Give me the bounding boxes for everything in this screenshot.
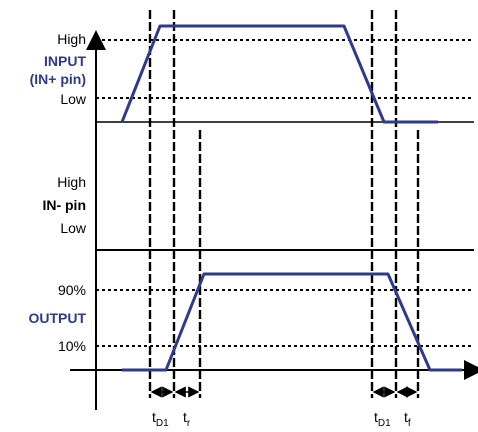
- in-minus-high-label: High: [57, 174, 86, 190]
- input-waveform: [120, 24, 438, 124]
- input-high-label: High: [57, 31, 86, 47]
- td1-fall-label: tD1: [374, 409, 391, 429]
- output-title: OUTPUT: [28, 310, 86, 326]
- level-lines: [96, 39, 474, 347]
- in-minus-low-label: Low: [60, 220, 87, 236]
- output-10-label: 10%: [58, 338, 86, 354]
- timing-markers: [148, 10, 420, 398]
- td1-rise-label: tD1: [152, 409, 169, 429]
- in-minus-title: IN- pin: [42, 197, 86, 213]
- input-pin-label: (IN+ pin): [30, 71, 86, 87]
- output-90-label: 90%: [58, 282, 86, 298]
- output-waveform: [122, 272, 462, 372]
- input-title: INPUT: [44, 53, 86, 69]
- tf-label: tf: [404, 409, 411, 429]
- input-low-label: Low: [60, 91, 87, 107]
- tr-label: tr: [183, 409, 191, 429]
